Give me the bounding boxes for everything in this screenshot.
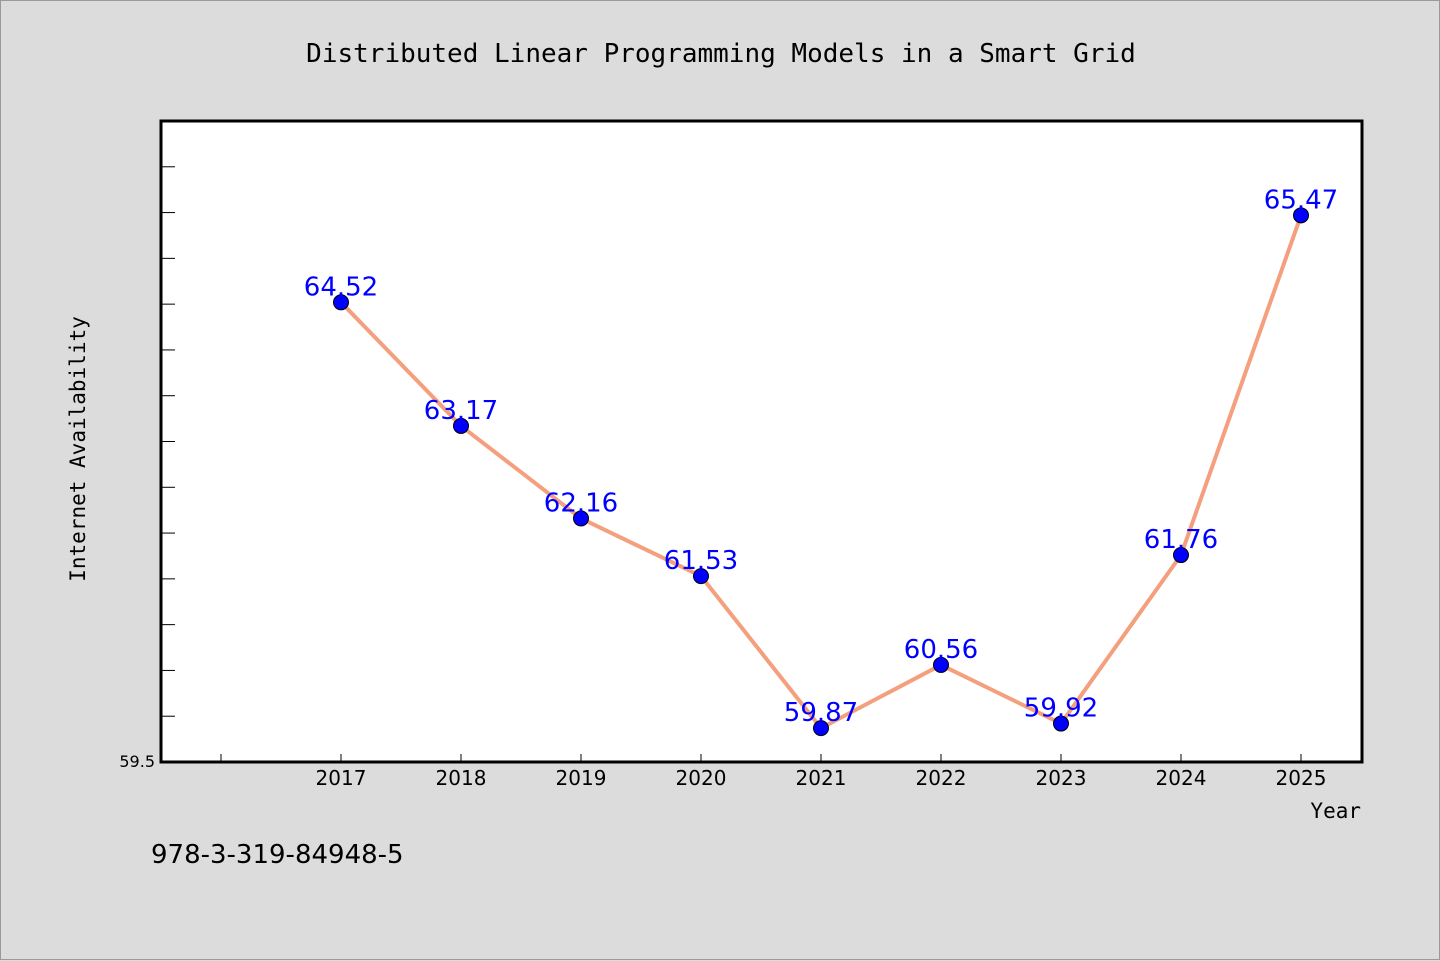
data-point xyxy=(333,294,349,311)
x-axis-label: Year xyxy=(1310,799,1361,823)
data-point xyxy=(933,656,949,673)
data-label: 60.56 xyxy=(904,635,978,665)
data-label: 62.16 xyxy=(544,488,618,518)
x-tick-label: 2021 xyxy=(796,766,847,790)
chart-title: Distributed Linear Programming Models in… xyxy=(306,39,1136,69)
y-tick-label: 59.5 xyxy=(119,752,155,771)
data-label: 65.47 xyxy=(1264,185,1338,215)
data-point xyxy=(573,510,589,527)
x-tick-label: 2019 xyxy=(556,766,607,790)
y-axis-label: Internet Availability xyxy=(66,316,90,582)
data-point xyxy=(1053,715,1069,732)
data-point xyxy=(693,568,709,585)
data-label: 59.87 xyxy=(784,698,858,728)
x-tick-label: 2025 xyxy=(1276,766,1327,790)
data-point xyxy=(453,417,469,434)
x-axis-ticks xyxy=(220,754,1302,762)
data-point xyxy=(1293,207,1309,224)
data-label: 59.92 xyxy=(1024,694,1098,724)
data-point xyxy=(1173,547,1189,564)
data-point xyxy=(813,720,829,737)
data-label: 61.76 xyxy=(1144,525,1218,555)
x-tick-label: 2017 xyxy=(316,766,367,790)
data-labels: 64.52 63.17 62.16 61.53 59.87 60.56 59.92 61.76… xyxy=(304,185,1338,728)
x-axis-tick-labels: 2017 2018 2019 2020 2021 2022 2023 2024 2025 xyxy=(316,766,1327,790)
x-tick-label: 2022 xyxy=(916,766,967,790)
isbn-text: 978-3-319-84948-5 xyxy=(151,840,404,870)
data-label: 61.53 xyxy=(664,546,738,576)
x-tick-label: 2024 xyxy=(1156,766,1207,790)
plot-area xyxy=(159,119,1364,764)
series-markers xyxy=(333,207,1309,737)
x-tick-label: 2018 xyxy=(436,766,487,790)
x-tick-label: 2020 xyxy=(676,766,727,790)
y-axis-tick-labels: 59.5 xyxy=(119,752,155,771)
data-label: 64.52 xyxy=(304,272,378,302)
y-axis-ticks xyxy=(161,120,175,763)
data-label: 63.17 xyxy=(424,396,498,426)
x-tick-label: 2023 xyxy=(1036,766,1087,790)
